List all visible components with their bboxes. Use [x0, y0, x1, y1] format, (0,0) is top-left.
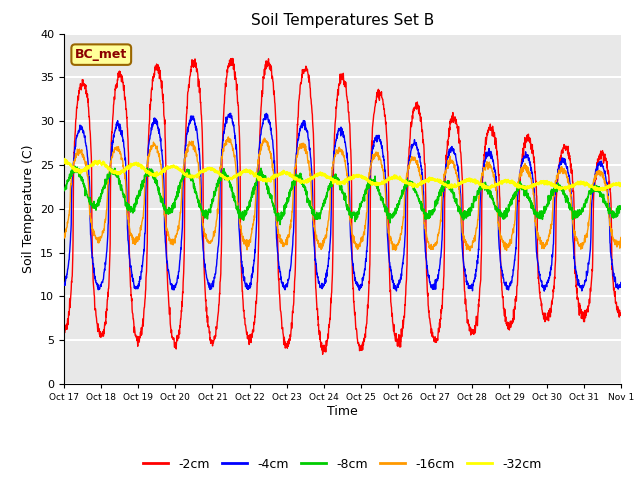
-2cm — [359, 339, 367, 345]
-32cm — [60, 157, 68, 163]
-2cm — [228, 56, 236, 61]
-4cm — [359, 278, 367, 284]
-16cm — [225, 134, 232, 140]
Legend: -2cm, -4cm, -8cm, -16cm, -32cm: -2cm, -4cm, -8cm, -16cm, -32cm — [138, 453, 547, 476]
-8cm — [505, 202, 513, 207]
-8cm — [584, 196, 591, 202]
Title: Soil Temperatures Set B: Soil Temperatures Set B — [251, 13, 434, 28]
-16cm — [359, 238, 367, 244]
-8cm — [60, 188, 68, 193]
Y-axis label: Soil Temperature (C): Soil Temperature (C) — [22, 144, 35, 273]
Text: BC_met: BC_met — [75, 48, 127, 61]
-32cm — [504, 179, 512, 185]
-4cm — [568, 205, 576, 211]
-32cm — [216, 171, 223, 177]
Line: -4cm: -4cm — [64, 113, 621, 291]
-32cm — [584, 181, 591, 187]
-4cm — [227, 110, 234, 116]
-32cm — [617, 181, 625, 187]
-16cm — [216, 178, 223, 184]
-2cm — [216, 299, 223, 304]
-32cm — [568, 184, 575, 190]
-16cm — [617, 235, 625, 240]
X-axis label: Time: Time — [327, 405, 358, 418]
-8cm — [276, 222, 284, 228]
-8cm — [371, 173, 379, 179]
-16cm — [568, 216, 576, 221]
Line: -16cm: -16cm — [64, 137, 621, 251]
Line: -2cm: -2cm — [64, 59, 621, 354]
-2cm — [371, 103, 379, 109]
Line: -8cm: -8cm — [64, 166, 621, 225]
-32cm — [359, 175, 367, 181]
-8cm — [216, 176, 223, 182]
-4cm — [584, 270, 591, 276]
-4cm — [371, 137, 379, 143]
-32cm — [61, 156, 68, 162]
-2cm — [505, 324, 513, 329]
-8cm — [568, 207, 576, 213]
-16cm — [505, 244, 513, 250]
-4cm — [60, 282, 68, 288]
-2cm — [568, 168, 576, 174]
-4cm — [617, 280, 625, 286]
-2cm — [617, 312, 625, 318]
-2cm — [319, 351, 326, 357]
-2cm — [584, 309, 591, 314]
-4cm — [504, 287, 512, 293]
-8cm — [359, 195, 367, 201]
-32cm — [371, 181, 379, 187]
-16cm — [371, 151, 379, 157]
Line: -32cm: -32cm — [64, 159, 621, 191]
-16cm — [466, 248, 474, 254]
-16cm — [584, 228, 591, 234]
-4cm — [540, 288, 548, 294]
-2cm — [60, 329, 68, 335]
-8cm — [617, 205, 625, 211]
-32cm — [599, 188, 607, 193]
-16cm — [60, 236, 68, 241]
-8cm — [71, 163, 79, 169]
-4cm — [216, 227, 223, 233]
